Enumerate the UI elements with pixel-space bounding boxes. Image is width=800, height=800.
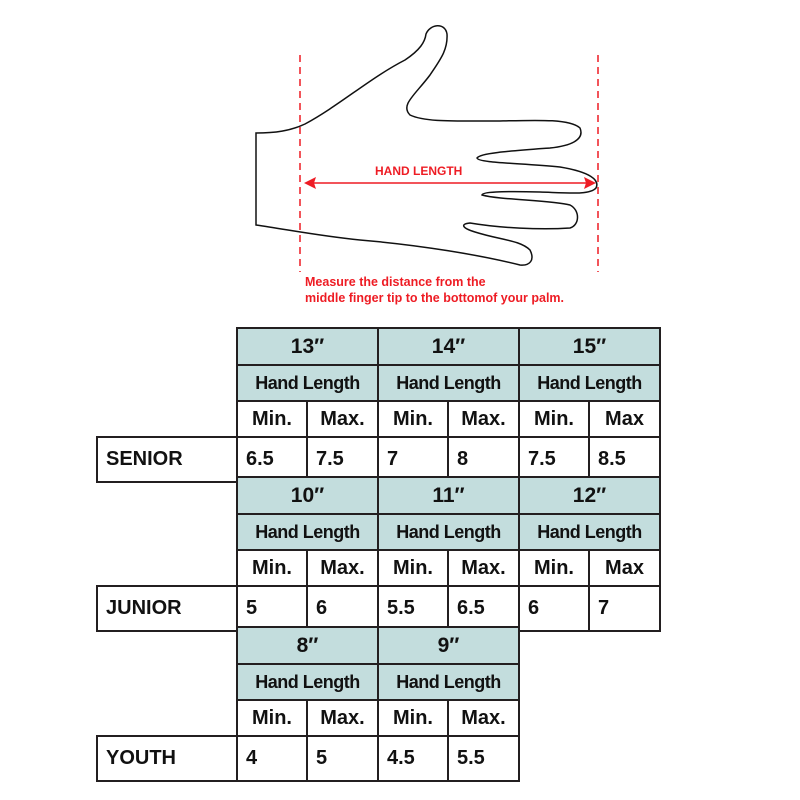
hand-length-header: Hand Length: [236, 364, 379, 402]
size-header: 13″: [236, 327, 379, 366]
hand-length-header: Hand Length: [236, 663, 379, 701]
max-value: 8.5: [588, 436, 661, 483]
size-header: 8″: [236, 626, 379, 665]
group-label-youth: YOUTH: [96, 735, 238, 782]
size-header: 12″: [518, 476, 661, 515]
arrow-head-left: [304, 177, 316, 189]
hand-diagram: [255, 25, 599, 272]
hand-length-label: HAND LENGTH: [375, 164, 463, 178]
min-header: Min.: [377, 549, 449, 587]
max-header: Max: [588, 400, 661, 438]
max-header: Max.: [306, 699, 379, 737]
min-header: Min.: [236, 400, 308, 438]
size-header: 14″: [377, 327, 520, 366]
min-value: 4.5: [377, 735, 449, 782]
min-value: 6: [518, 585, 590, 632]
max-value: 6: [306, 585, 379, 632]
instruction-line-2: middle finger tip to the bottomof your p…: [305, 291, 565, 305]
min-header: Min.: [377, 400, 449, 438]
max-value: 7: [588, 585, 661, 632]
group-label-junior: JUNIOR: [96, 585, 238, 632]
min-header: Min.: [518, 400, 590, 438]
hand-length-header: Hand Length: [236, 513, 379, 551]
hand-length-header: Hand Length: [518, 513, 661, 551]
min-value: 4: [236, 735, 308, 782]
max-header: Max.: [447, 549, 520, 587]
size-header: 9″: [377, 626, 520, 665]
max-value: 6.5: [447, 585, 520, 632]
size-header: 11″: [377, 476, 520, 515]
min-value: 5.5: [377, 585, 449, 632]
size-header: 15″: [518, 327, 661, 366]
size-header: 10″: [236, 476, 379, 515]
hand-outline: [255, 25, 598, 266]
max-header: Max: [588, 549, 661, 587]
min-header: Min.: [518, 549, 590, 587]
max-header: Max.: [447, 699, 520, 737]
min-header: Min.: [377, 699, 449, 737]
hand-length-header: Hand Length: [377, 364, 520, 402]
max-value: 5: [306, 735, 379, 782]
group-label-senior: SENIOR: [96, 436, 238, 483]
max-header: Max.: [306, 400, 379, 438]
hand-length-header: Hand Length: [377, 513, 520, 551]
hand-length-header: Hand Length: [377, 663, 520, 701]
instruction-line-1: Measure the distance from the: [305, 275, 486, 289]
max-value: 5.5: [447, 735, 520, 782]
hand-length-header: Hand Length: [518, 364, 661, 402]
arrow-head-right: [584, 177, 596, 189]
min-header: Min.: [236, 549, 308, 587]
min-value: 5: [236, 585, 308, 632]
min-header: Min.: [236, 699, 308, 737]
max-header: Max.: [306, 549, 379, 587]
max-header: Max.: [447, 400, 520, 438]
